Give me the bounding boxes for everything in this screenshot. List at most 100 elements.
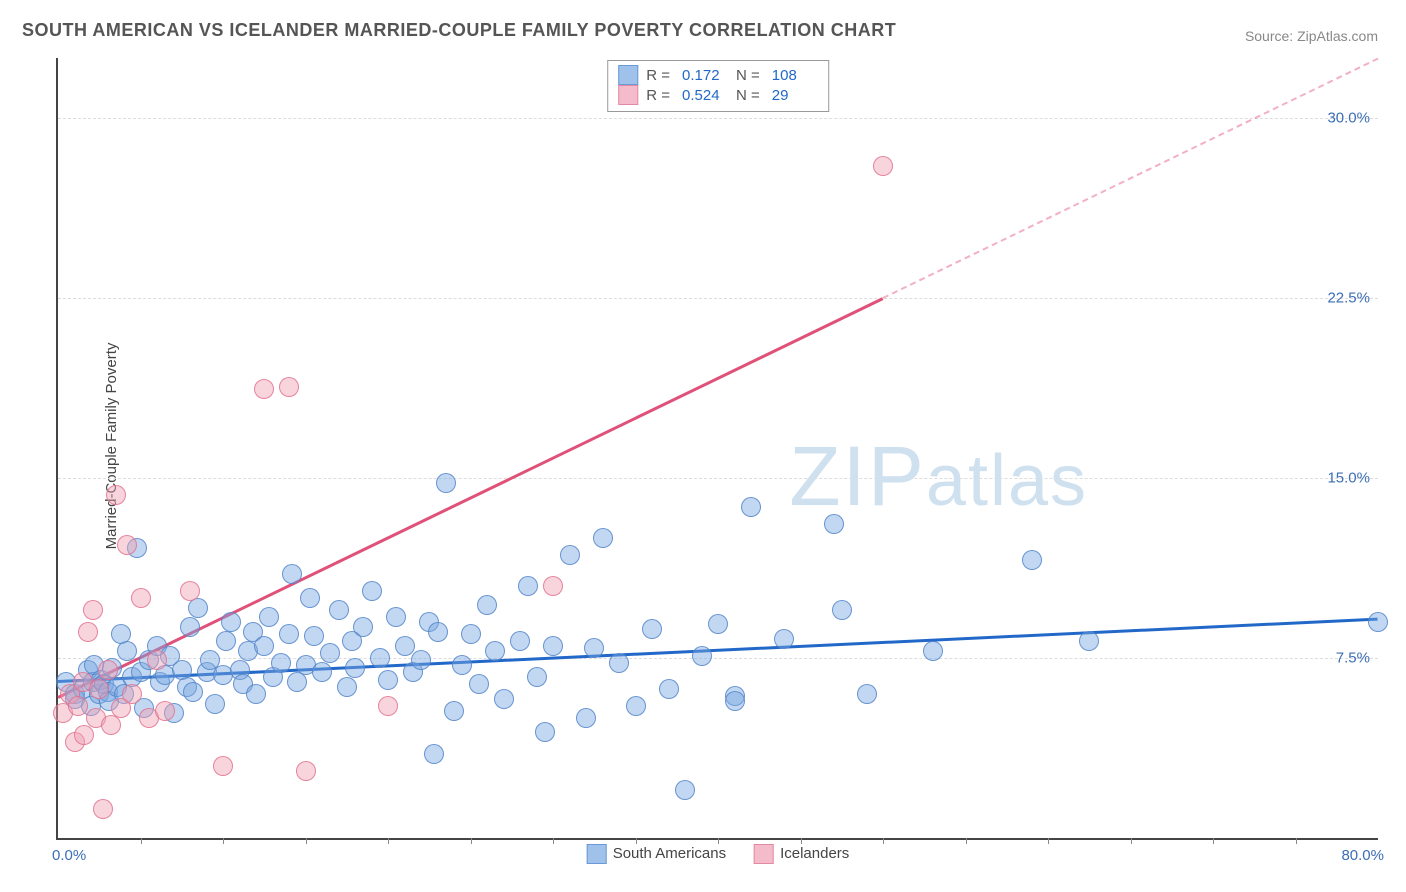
legend-item: South Americans (587, 844, 726, 864)
swatch-icon (618, 65, 638, 85)
legend-series: South Americans Icelanders (587, 844, 850, 864)
scatter-point (259, 607, 279, 627)
scatter-point (692, 646, 712, 666)
scatter-point (535, 722, 555, 742)
scatter-point (642, 619, 662, 639)
scatter-point (378, 696, 398, 716)
scatter-point (436, 473, 456, 493)
scatter-point (857, 684, 877, 704)
scatter-point (353, 617, 373, 637)
legend-item: Icelanders (754, 844, 849, 864)
y-tick-label: 30.0% (1327, 110, 1370, 127)
legend-stats-row: R =0.524 N =29 (618, 85, 818, 105)
scatter-point (147, 650, 167, 670)
x-tick-mark (966, 838, 967, 844)
scatter-point (584, 638, 604, 658)
x-tick-mark (883, 838, 884, 844)
scatter-point (183, 682, 203, 702)
x-tick-mark (141, 838, 142, 844)
scatter-point (510, 631, 530, 651)
scatter-point (593, 528, 613, 548)
legend-r-label: R = (646, 67, 670, 84)
scatter-point (312, 662, 332, 682)
scatter-point (477, 595, 497, 615)
legend-item-label: South Americans (613, 845, 726, 862)
scatter-point (444, 701, 464, 721)
scatter-point (300, 588, 320, 608)
scatter-point (180, 581, 200, 601)
scatter-point (304, 626, 324, 646)
plot-area: ZIPatlas R =0.172 N =108 R =0.524 N =29 … (56, 58, 1378, 840)
scatter-point (98, 660, 118, 680)
x-tick-mark (636, 838, 637, 844)
scatter-point (411, 650, 431, 670)
x-tick-mark (553, 838, 554, 844)
legend-n-value: 108 (772, 67, 818, 84)
legend-stats: R =0.172 N =108 R =0.524 N =29 (607, 60, 829, 112)
scatter-point (395, 636, 415, 656)
scatter-point (180, 617, 200, 637)
scatter-point (279, 377, 299, 397)
scatter-point (362, 581, 382, 601)
scatter-point (576, 708, 596, 728)
legend-r-label: R = (646, 87, 670, 104)
gridline (58, 298, 1378, 299)
scatter-point (923, 641, 943, 661)
scatter-point (469, 674, 489, 694)
source-label: Source: (1245, 28, 1297, 44)
scatter-point (543, 636, 563, 656)
scatter-point (1368, 612, 1388, 632)
scatter-point (117, 535, 137, 555)
scatter-point (89, 679, 109, 699)
scatter-point (205, 694, 225, 714)
x-tick-mark (306, 838, 307, 844)
source-credit: Source: ZipAtlas.com (1245, 28, 1378, 44)
scatter-point (296, 761, 316, 781)
scatter-point (725, 691, 745, 711)
scatter-point (329, 600, 349, 620)
scatter-point (428, 622, 448, 642)
x-tick-mark (388, 838, 389, 844)
legend-n-label: N = (736, 67, 760, 84)
scatter-point (485, 641, 505, 661)
scatter-point (452, 655, 472, 675)
scatter-point (345, 658, 365, 678)
scatter-point (675, 780, 695, 800)
scatter-point (83, 600, 103, 620)
legend-r-value: 0.524 (682, 87, 728, 104)
x-tick-mark (1213, 838, 1214, 844)
scatter-point (386, 607, 406, 627)
x-tick-mark (1296, 838, 1297, 844)
scatter-point (337, 677, 357, 697)
scatter-point (370, 648, 390, 668)
scatter-point (378, 670, 398, 690)
source-link[interactable]: ZipAtlas.com (1297, 28, 1378, 44)
scatter-point (155, 701, 175, 721)
y-tick-label: 15.0% (1327, 470, 1370, 487)
y-tick-label: 7.5% (1336, 650, 1370, 667)
scatter-point (424, 744, 444, 764)
scatter-point (774, 629, 794, 649)
scatter-point (708, 614, 728, 634)
scatter-point (78, 622, 98, 642)
scatter-point (1022, 550, 1042, 570)
scatter-point (873, 156, 893, 176)
scatter-point (106, 485, 126, 505)
scatter-point (279, 624, 299, 644)
scatter-point (494, 689, 514, 709)
scatter-point (271, 653, 291, 673)
scatter-point (68, 696, 88, 716)
scatter-point (609, 653, 629, 673)
scatter-point (543, 576, 563, 596)
trend-line-pink (883, 58, 1379, 299)
scatter-point (527, 667, 547, 687)
scatter-point (1079, 631, 1099, 651)
scatter-point (320, 643, 340, 663)
swatch-icon (587, 844, 607, 864)
scatter-point (461, 624, 481, 644)
scatter-point (254, 379, 274, 399)
legend-stats-row: R =0.172 N =108 (618, 65, 818, 85)
scatter-point (824, 514, 844, 534)
x-tick-mark (801, 838, 802, 844)
x-tick-mark (718, 838, 719, 844)
